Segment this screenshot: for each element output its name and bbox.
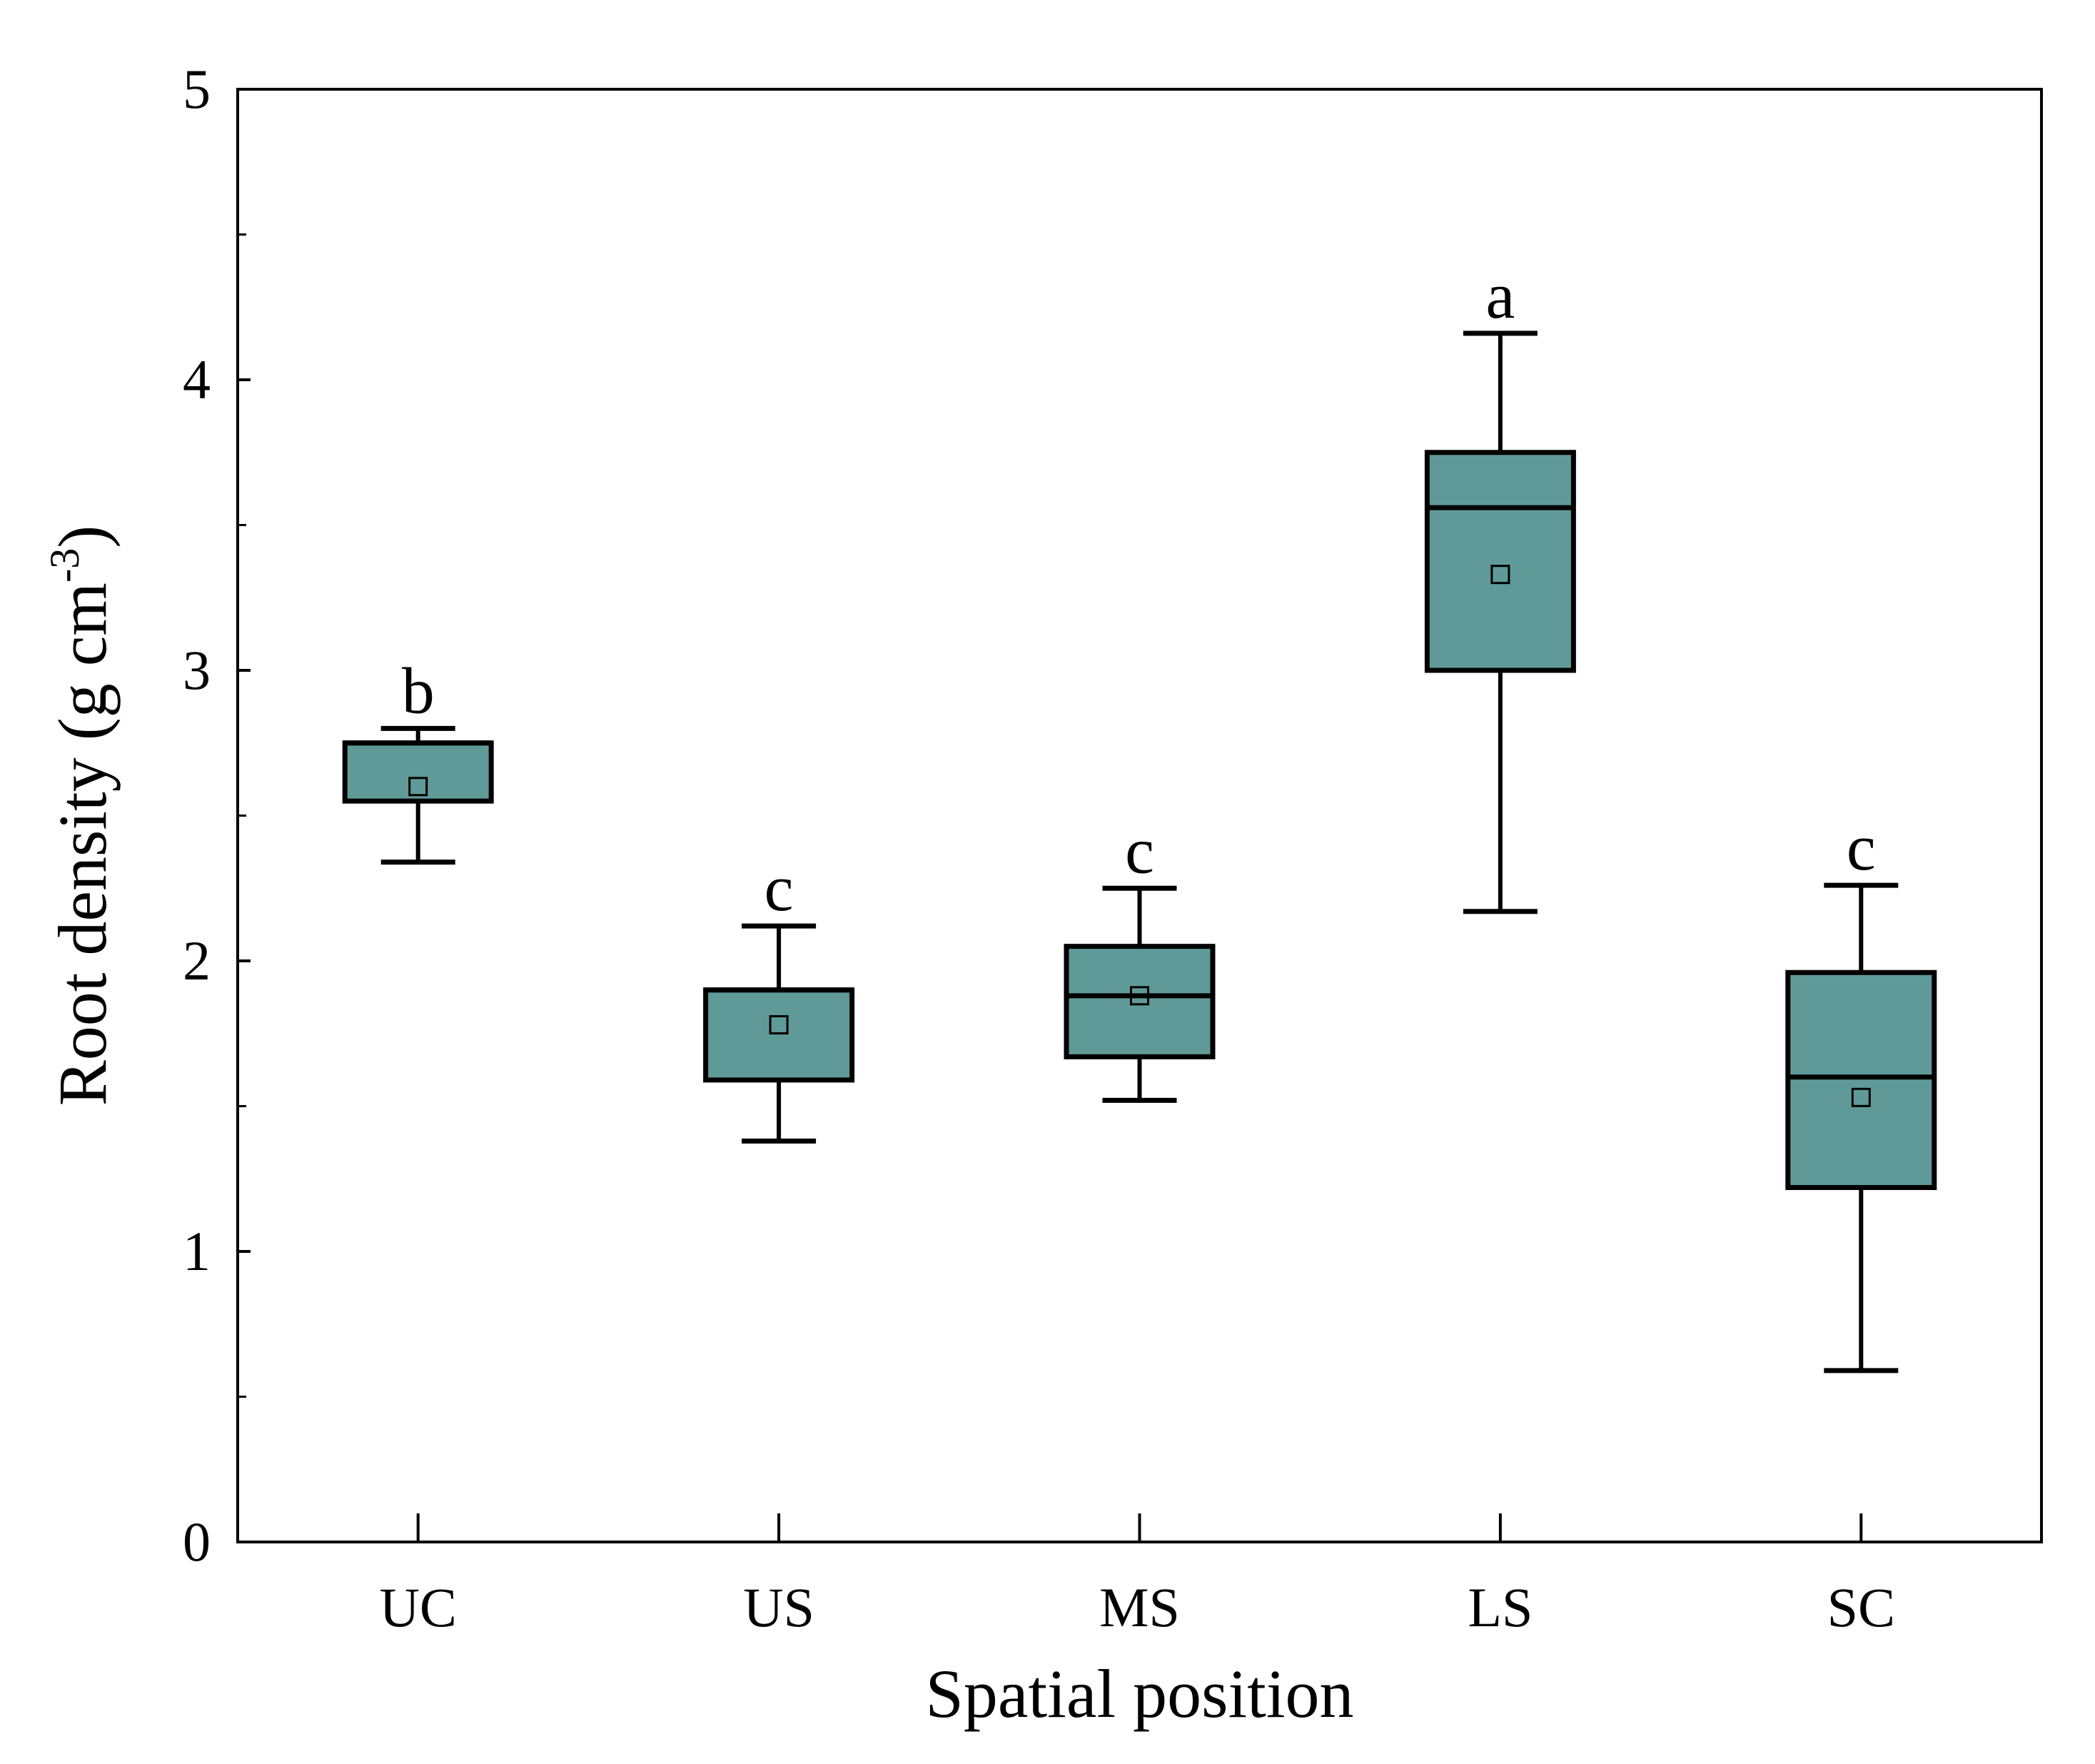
y-axis-title-text: Root density (g cm [44,583,121,1106]
y-tick-label: 5 [183,58,211,120]
y-axis-title-superscript: -3 [41,548,88,583]
boxes-layer [342,331,1937,1374]
x-category-label-us: US [743,1576,814,1638]
interquartile-box [1785,969,1937,1190]
y-tick-label: 1 [183,1220,211,1282]
mean-marker [1130,986,1149,1006]
interquartile-box [703,987,855,1083]
axes-layer [236,88,2043,1543]
interquartile-box [1064,944,1216,1059]
x-category-label-ls: LS [1468,1576,1533,1638]
mean-marker [1490,565,1510,585]
significance-letter-ls: a [1485,259,1515,332]
box-sc [1785,882,1937,1374]
box-us [703,923,855,1144]
significance-letter-ms: c [1125,814,1154,887]
mean-marker [408,777,428,797]
x-category-label-ms: MS [1099,1576,1180,1638]
mean-marker [1851,1087,1871,1107]
box-ms [1064,885,1216,1103]
y-tick-label: 4 [183,348,211,410]
interquartile-box [342,740,494,804]
box-ls [1424,331,1576,914]
y-tick-label: 0 [183,1511,211,1573]
box-uc [342,725,494,865]
labels-layer: 0 1 2 3 4 5 UC US MS LS SC b c c a c Spatial position Roo… [41,58,1895,1732]
x-axis-title: Spatial position [926,1655,1354,1732]
significance-letter-sc: c [1847,811,1876,884]
mean-marker [769,1015,789,1035]
y-tick-label: 3 [183,639,211,701]
y-axis-title: Root density (g cm-3) [41,525,121,1107]
y-axis-title-suffix: ) [44,525,121,548]
significance-letter-uc: b [402,654,435,727]
significance-letter-us: c [764,852,794,924]
y-tick-label: 2 [183,929,211,992]
x-category-label-uc: UC [380,1576,457,1638]
interquartile-box [1424,450,1576,673]
x-category-label-sc: SC [1827,1576,1895,1638]
